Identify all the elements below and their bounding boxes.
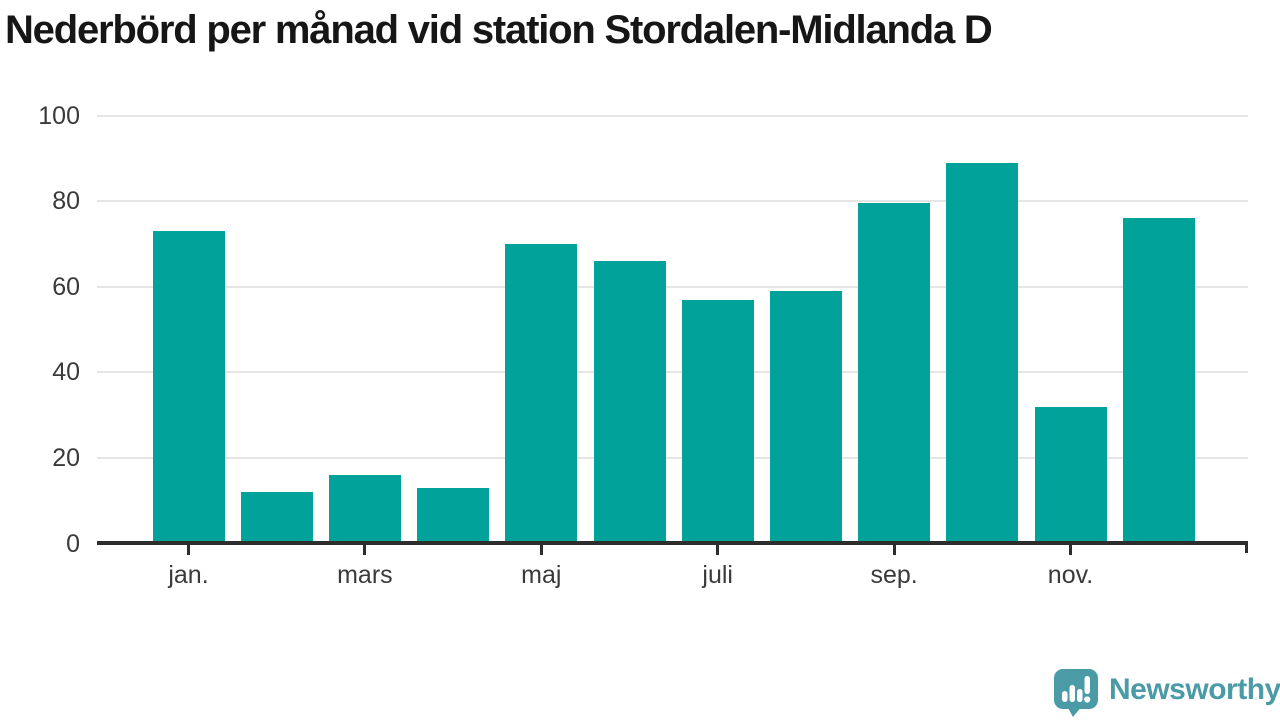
bar-sep	[858, 203, 931, 544]
y-tick-label-100: 100	[38, 101, 80, 130]
x-tick-label-jan: jan.	[168, 560, 209, 589]
x-tick-mars	[363, 544, 367, 555]
gridline-20	[97, 456, 1248, 459]
x-tick-label-maj: maj	[521, 560, 562, 589]
bar-maj	[505, 243, 578, 544]
gridline-80	[97, 200, 1248, 203]
x-tick-label-juli: juli	[702, 560, 733, 589]
x-tick-nov	[1069, 544, 1072, 555]
bar-feb	[240, 492, 313, 544]
x-tick-maj	[539, 544, 543, 555]
bar-aug	[769, 290, 842, 544]
y-tick-label-60: 60	[52, 272, 80, 301]
y-tick-label-0: 0	[66, 529, 80, 558]
bar-okt	[946, 162, 1019, 544]
x-tick-jan	[187, 544, 190, 555]
chart-title: Nederbörd per månad vid station Stordale…	[5, 8, 993, 52]
y-tick-label-80: 80	[52, 187, 80, 216]
x-tick-label-sep: sep.	[870, 560, 918, 589]
bar-jan	[152, 231, 225, 544]
gridline-40	[97, 371, 1248, 374]
gridline-100	[97, 114, 1248, 117]
bar-nov	[1034, 406, 1107, 544]
x-tick-label-nov: nov.	[1047, 560, 1094, 589]
brand-name: Newsworthy	[1109, 673, 1280, 706]
x-axis-end-tick	[1245, 540, 1248, 553]
bar-juni	[593, 261, 666, 544]
y-tick-label-20: 20	[52, 443, 80, 472]
brand-footer: Newsworthy	[1053, 668, 1280, 718]
newsworthy-logo-icon	[1054, 669, 1098, 717]
bar-dec	[1122, 218, 1195, 544]
bar-juli	[681, 299, 754, 544]
bar-mars	[328, 475, 401, 544]
bar-april	[417, 487, 490, 544]
x-tick-sep	[892, 544, 896, 555]
y-tick-label-40: 40	[52, 358, 80, 387]
x-tick-label-mars: mars	[337, 560, 393, 589]
x-tick-juli	[716, 544, 720, 555]
gridline-60	[97, 285, 1248, 288]
x-axis-line	[97, 540, 1248, 545]
